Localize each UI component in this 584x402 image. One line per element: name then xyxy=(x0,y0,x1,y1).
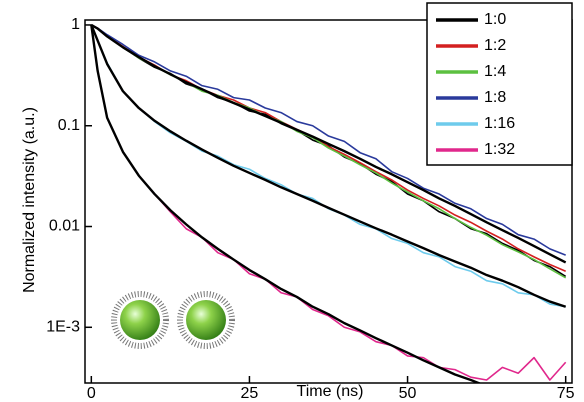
x-tick-label: 25 xyxy=(241,385,259,402)
legend-label: 1:2 xyxy=(484,37,506,54)
y-tick-label: 0.1 xyxy=(58,117,80,134)
legend-label: 1:8 xyxy=(484,89,506,106)
legend-box xyxy=(426,2,573,166)
series-line xyxy=(90,24,566,256)
y-axis-label: Normalized intensity (a.u.) xyxy=(21,107,38,293)
x-tick-label: 75 xyxy=(557,385,575,402)
x-tick-label: 0 xyxy=(87,385,96,402)
legend-label: 1:32 xyxy=(484,141,515,158)
x-tick-label: 50 xyxy=(399,385,417,402)
x-axis-label: Time (ns) xyxy=(297,383,364,400)
legend-label: 1:4 xyxy=(484,63,506,80)
legend-label: 1:16 xyxy=(484,115,515,132)
nanoparticle-icon xyxy=(111,291,235,349)
fit-line xyxy=(90,24,567,308)
plot-area xyxy=(90,23,567,383)
plot-frame xyxy=(84,19,573,384)
y-tick-label: 0.01 xyxy=(49,218,80,235)
legend-label: 1:0 xyxy=(484,11,506,28)
fit-line xyxy=(90,23,567,264)
y-tick-label: 1 xyxy=(71,16,80,33)
fit-line xyxy=(90,24,482,383)
y-tick-label: 1E-3 xyxy=(46,319,80,336)
legend: 1:0 1:2 1:4 1:8 1:16 1:32 xyxy=(436,11,515,158)
